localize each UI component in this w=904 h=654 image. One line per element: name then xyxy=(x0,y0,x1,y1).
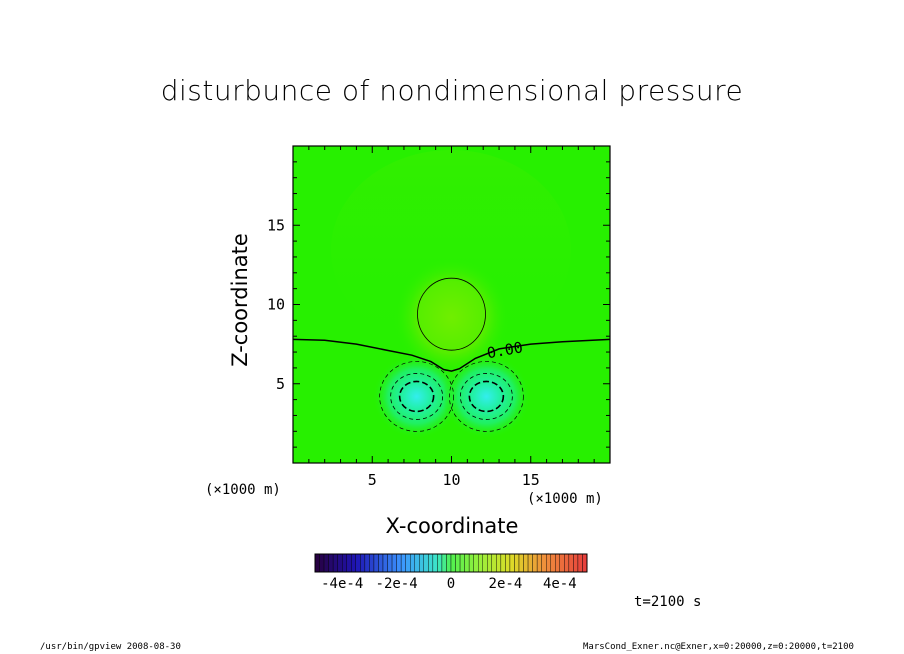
colorbar-swatch xyxy=(337,553,343,573)
colorbar-swatch xyxy=(468,553,474,573)
negative-anomaly-2 xyxy=(442,354,531,439)
colorbar-swatch xyxy=(491,553,497,573)
colorbar-swatch xyxy=(369,553,375,573)
colorbar-swatch xyxy=(518,553,524,573)
colorbar-swatch xyxy=(473,553,479,573)
colorbar-swatch xyxy=(550,553,556,573)
colorbar-swatch xyxy=(564,553,570,573)
colorbar-swatch xyxy=(419,553,424,573)
colorbar-swatch xyxy=(505,553,511,573)
colorbar-swatch xyxy=(410,553,415,573)
footer-program: /usr/bin/gpview 2008-08-30 xyxy=(40,642,181,652)
colorbar-swatch xyxy=(541,553,547,573)
colorbar-swatch xyxy=(577,553,583,573)
colorbar-swatch xyxy=(432,553,438,573)
colorbar-swatch xyxy=(573,553,579,573)
colorbar-swatch xyxy=(400,553,406,573)
negative-anomaly-1 xyxy=(372,354,461,439)
colorbar-swatch xyxy=(355,553,361,573)
contour-zero xyxy=(293,338,610,372)
chart-title: disturbunce of nondimensional pressure xyxy=(160,74,744,107)
colorbar-swatch xyxy=(414,553,420,573)
colorbar-swatch xyxy=(342,553,347,573)
colorbar-swatch xyxy=(500,553,506,573)
contour-negative-mid-1 xyxy=(459,373,513,420)
contour-positive xyxy=(417,277,486,351)
colorbar-swatch xyxy=(459,553,465,573)
colorbar-swatch xyxy=(405,553,411,573)
colorbar-swatch xyxy=(555,553,560,573)
colorbar-swatch xyxy=(364,553,370,573)
positive-anomaly-0 xyxy=(393,257,510,378)
colorbar-swatch xyxy=(391,553,397,573)
time-label: t=2100 s xyxy=(634,594,702,610)
y-axis-unit-label: (×1000 m) xyxy=(205,482,281,498)
colorbar-frame xyxy=(314,553,588,573)
colorbar-swatch xyxy=(332,553,338,573)
colorbar-swatch xyxy=(373,553,379,573)
contour-negative-inner-1 xyxy=(468,380,505,413)
colorbar-swatch xyxy=(582,553,588,573)
contour-negative-outer-0 xyxy=(379,361,454,432)
colorbar-swatch xyxy=(437,553,443,573)
contour-negative-mid-0 xyxy=(390,373,444,420)
x-axis-unit-label: (×1000 m) xyxy=(527,491,603,507)
colorbar-swatch xyxy=(441,553,447,573)
colorbar-swatch xyxy=(532,553,538,573)
colorbar-swatch xyxy=(328,553,334,573)
colorbar-swatch xyxy=(396,553,402,573)
colorbar-tick-label: 2e-4 xyxy=(489,576,523,592)
colorbar-swatch xyxy=(323,553,329,573)
colorbar-swatch xyxy=(423,553,429,573)
colorbar-swatch xyxy=(536,553,542,573)
colorbar-swatch xyxy=(509,553,515,573)
colorbar-tick-label: -2e-4 xyxy=(376,576,418,592)
colorbar-swatch xyxy=(360,553,366,573)
colorbar-swatch xyxy=(387,553,393,573)
colorbar-swatch xyxy=(496,553,502,573)
colorbar-tick-label: 4e-4 xyxy=(543,576,577,592)
footer-source: MarsCond_Exner.nc@Exner,x=0:20000,z=0:20… xyxy=(583,642,854,652)
colorbar-swatch xyxy=(487,553,492,573)
colorbar-swatch xyxy=(319,553,325,573)
x-tick-label: 10 xyxy=(442,471,460,489)
y-tick-label: 10 xyxy=(267,296,285,314)
contour-negative-inner-0 xyxy=(398,380,435,413)
colorbar-swatch xyxy=(546,553,551,573)
contour-label: 0.00 xyxy=(486,338,525,362)
x-tick-label: 15 xyxy=(522,471,540,489)
field-upper-shade xyxy=(331,150,571,350)
x-axis-label: X-coordinate xyxy=(385,514,519,538)
colorbar-swatch xyxy=(378,553,384,573)
colorbar-tick-label: -4e-4 xyxy=(321,576,363,592)
colorbar-swatch xyxy=(450,553,456,573)
colorbar-swatch xyxy=(559,553,565,573)
colorbar-swatch xyxy=(478,553,483,573)
colorbar-swatch xyxy=(527,553,533,573)
y-axis-label: Z-coordinate xyxy=(228,233,252,367)
colorbar-swatch xyxy=(382,553,388,573)
colorbar-swatch xyxy=(482,553,488,573)
x-tick-label: 5 xyxy=(368,471,377,489)
colorbar-swatch xyxy=(428,553,434,573)
colorbar-tick-label: 0 xyxy=(447,576,455,592)
y-tick-label: 5 xyxy=(276,375,285,393)
colorbar-swatch xyxy=(346,553,352,573)
colorbar-swatch xyxy=(455,553,461,573)
colorbar-swatch xyxy=(568,553,574,573)
colorbar-swatch xyxy=(514,553,520,573)
colorbar-swatch xyxy=(464,553,470,573)
colorbar-swatch xyxy=(351,553,356,573)
colorbar-swatch xyxy=(314,553,320,573)
y-tick-label: 15 xyxy=(267,216,285,234)
colorbar-swatch xyxy=(446,553,452,573)
contour-negative-outer-1 xyxy=(449,361,524,432)
colorbar-swatch xyxy=(523,553,529,573)
